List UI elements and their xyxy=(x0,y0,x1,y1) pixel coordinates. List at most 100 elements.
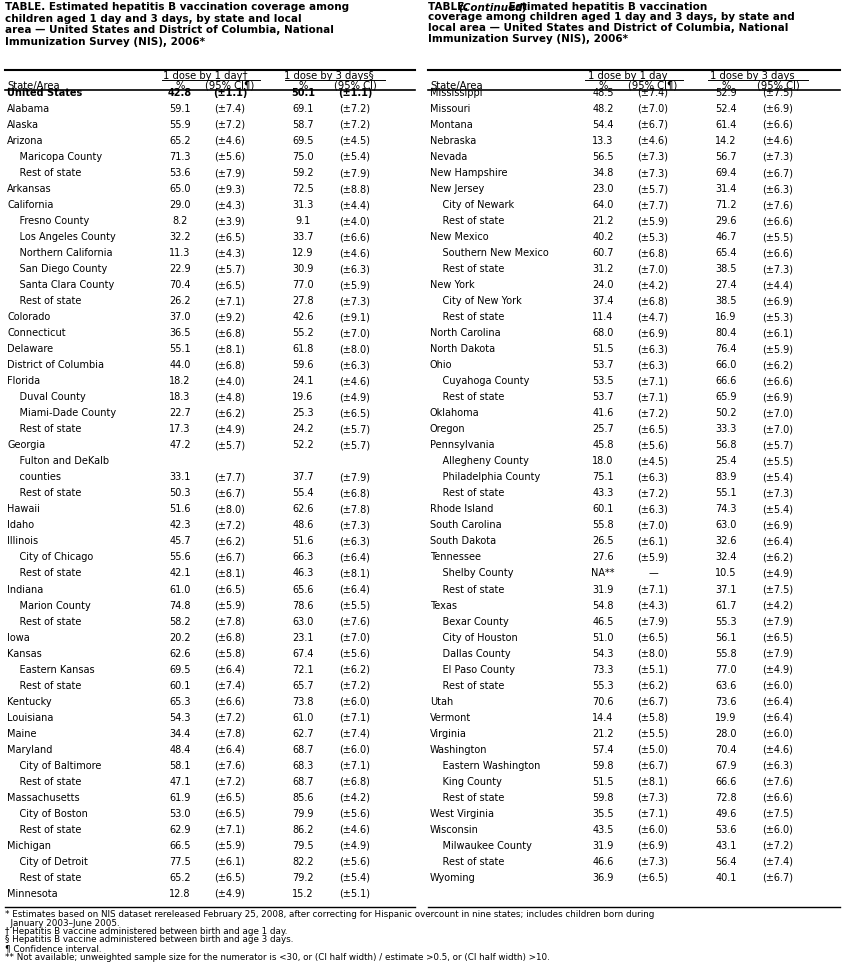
Text: Rest of state: Rest of state xyxy=(7,825,81,835)
Text: § Hepatitis B vaccine administered between birth and age 3 days.: § Hepatitis B vaccine administered betwe… xyxy=(5,935,294,945)
Text: Bexar County: Bexar County xyxy=(430,617,509,627)
Text: King County: King County xyxy=(430,776,502,787)
Text: (±6.3): (±6.3) xyxy=(763,761,793,771)
Text: 12.9: 12.9 xyxy=(292,248,314,258)
Text: Southern New Mexico: Southern New Mexico xyxy=(430,248,549,258)
Text: 70.4: 70.4 xyxy=(170,280,191,290)
Text: (±6.4): (±6.4) xyxy=(763,697,793,706)
Text: 48.2: 48.2 xyxy=(592,104,614,114)
Text: 34.8: 34.8 xyxy=(592,168,614,178)
Text: 74.8: 74.8 xyxy=(170,600,191,610)
Text: 27.6: 27.6 xyxy=(592,553,614,562)
Text: Alabama: Alabama xyxy=(7,104,50,114)
Text: Oklahoma: Oklahoma xyxy=(430,409,479,418)
Text: (±7.2): (±7.2) xyxy=(214,521,246,530)
Text: (±7.3): (±7.3) xyxy=(339,521,371,530)
Text: 77.0: 77.0 xyxy=(292,280,314,290)
Text: (±6.3): (±6.3) xyxy=(339,264,371,274)
Text: (±8.1): (±8.1) xyxy=(637,776,668,787)
Text: (±7.1): (±7.1) xyxy=(637,809,668,819)
Text: 61.8: 61.8 xyxy=(292,344,314,354)
Text: 27.4: 27.4 xyxy=(715,280,737,290)
Text: (±6.5): (±6.5) xyxy=(339,409,371,418)
Text: 56.5: 56.5 xyxy=(592,152,614,162)
Text: (±7.6): (±7.6) xyxy=(762,776,793,787)
Text: City of Newark: City of Newark xyxy=(430,200,514,210)
Text: Eastern Washington: Eastern Washington xyxy=(430,761,540,771)
Text: (±5.1): (±5.1) xyxy=(637,665,668,674)
Text: 82.2: 82.2 xyxy=(292,857,314,867)
Text: North Carolina: North Carolina xyxy=(430,328,500,339)
Text: Rest of state: Rest of state xyxy=(7,488,81,498)
Text: 51.5: 51.5 xyxy=(592,776,614,787)
Text: Idaho: Idaho xyxy=(7,521,34,530)
Text: (±6.3): (±6.3) xyxy=(637,472,668,483)
Text: Massachusetts: Massachusetts xyxy=(7,793,79,803)
Text: (±4.3): (±4.3) xyxy=(637,600,668,610)
Text: 67.4: 67.4 xyxy=(292,649,314,659)
Text: 1 dose by 3 days: 1 dose by 3 days xyxy=(710,71,794,81)
Text: 40.2: 40.2 xyxy=(592,233,614,242)
Text: Rest of state: Rest of state xyxy=(430,585,505,595)
Text: (±7.2): (±7.2) xyxy=(339,104,371,114)
Text: (±5.6): (±5.6) xyxy=(339,649,371,659)
Text: (±6.9): (±6.9) xyxy=(763,521,793,530)
Text: 23.1: 23.1 xyxy=(292,632,314,642)
Text: 74.3: 74.3 xyxy=(715,504,737,515)
Text: (±7.1): (±7.1) xyxy=(637,585,668,595)
Text: Cuyahoga County: Cuyahoga County xyxy=(430,377,529,386)
Text: (±6.7): (±6.7) xyxy=(637,697,668,706)
Text: 72.1: 72.1 xyxy=(292,665,314,674)
Text: (±5.9): (±5.9) xyxy=(214,841,246,850)
Text: Rest of state: Rest of state xyxy=(7,424,81,434)
Text: (±6.0): (±6.0) xyxy=(763,729,793,739)
Text: 22.9: 22.9 xyxy=(169,264,191,274)
Text: State/Area: State/Area xyxy=(7,81,60,91)
Text: (±5.7): (±5.7) xyxy=(214,441,246,450)
Text: (±6.6): (±6.6) xyxy=(763,377,793,386)
Text: (±6.8): (±6.8) xyxy=(637,248,668,258)
Text: 56.4: 56.4 xyxy=(715,857,737,867)
Text: 67.9: 67.9 xyxy=(715,761,737,771)
Text: 43.5: 43.5 xyxy=(592,825,614,835)
Text: (±7.9): (±7.9) xyxy=(339,472,371,483)
Text: (±8.1): (±8.1) xyxy=(339,568,371,579)
Text: (±6.6): (±6.6) xyxy=(763,793,793,803)
Text: 38.5: 38.5 xyxy=(715,264,737,274)
Text: (±7.6): (±7.6) xyxy=(339,617,371,627)
Text: 54.3: 54.3 xyxy=(170,712,191,723)
Text: Maine: Maine xyxy=(7,729,36,739)
Text: 45.8: 45.8 xyxy=(592,441,614,450)
Text: (±6.2): (±6.2) xyxy=(637,681,668,691)
Text: (±6.0): (±6.0) xyxy=(763,825,793,835)
Text: 51.6: 51.6 xyxy=(170,504,191,515)
Text: (±7.2): (±7.2) xyxy=(339,120,371,130)
Text: (±6.5): (±6.5) xyxy=(214,233,246,242)
Text: Rest of state: Rest of state xyxy=(430,392,505,402)
Text: (±5.9): (±5.9) xyxy=(214,600,246,610)
Text: (±7.4): (±7.4) xyxy=(339,729,371,739)
Text: District of Columbia: District of Columbia xyxy=(7,360,104,371)
Text: (±7.6): (±7.6) xyxy=(214,761,246,771)
Text: (±7.3): (±7.3) xyxy=(762,152,793,162)
Text: 61.0: 61.0 xyxy=(292,712,314,723)
Text: (±6.1): (±6.1) xyxy=(763,328,793,339)
Text: Fresno County: Fresno County xyxy=(7,216,89,226)
Text: 73.8: 73.8 xyxy=(292,697,314,706)
Text: 57.4: 57.4 xyxy=(592,744,614,755)
Text: 61.9: 61.9 xyxy=(170,793,191,803)
Text: (±6.7): (±6.7) xyxy=(637,761,668,771)
Text: 70.4: 70.4 xyxy=(715,744,737,755)
Text: Philadelphia County: Philadelphia County xyxy=(430,472,540,483)
Text: 77.5: 77.5 xyxy=(169,857,191,867)
Text: (±7.2): (±7.2) xyxy=(339,681,371,691)
Text: (±7.9): (±7.9) xyxy=(762,617,793,627)
Text: (±6.8): (±6.8) xyxy=(214,360,246,371)
Text: coverage among children aged 1 day and 3 days, by state and: coverage among children aged 1 day and 3… xyxy=(428,13,795,22)
Text: (±4.6): (±4.6) xyxy=(637,136,668,146)
Text: 16.9: 16.9 xyxy=(716,312,737,322)
Text: Rhode Island: Rhode Island xyxy=(430,504,494,515)
Text: (±7.3): (±7.3) xyxy=(637,168,668,178)
Text: (±7.7): (±7.7) xyxy=(214,472,246,483)
Text: (±5.3): (±5.3) xyxy=(637,233,668,242)
